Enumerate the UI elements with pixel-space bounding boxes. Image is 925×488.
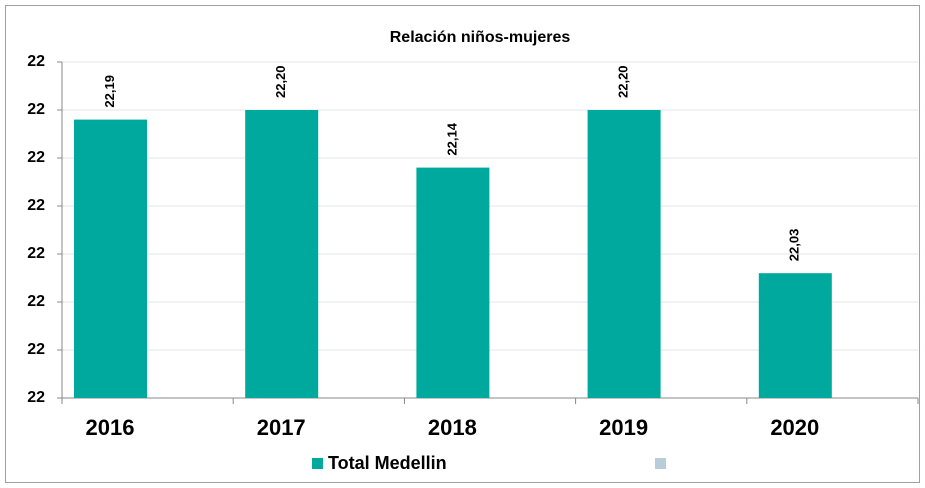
x-tick-label: 2016 [86,415,135,440]
data-label: 22,19 [102,75,117,108]
legend-swatch [655,458,666,469]
y-tick-label: 22 [27,53,45,70]
bar [74,119,147,398]
data-label: 22,14 [444,122,459,155]
legend-swatch [312,458,323,469]
y-tick-label: 22 [27,341,45,358]
x-tick-label: 2019 [599,415,648,440]
bar [587,110,661,398]
y-tick-label: 22 [27,293,45,310]
bar [758,273,832,398]
y-tick-label: 22 [27,245,45,262]
bar [245,110,319,398]
x-tick-label: 2018 [428,415,477,440]
data-label: 22,03 [787,229,802,262]
y-tick-label: 22 [27,389,45,406]
y-tick-label: 22 [27,197,45,214]
y-tick-label: 22 [27,149,45,166]
y-tick-label: 22 [27,101,45,118]
legend-label: Total Medellin [328,453,447,473]
x-tick-label: 2020 [770,415,819,440]
x-tick-label: 2017 [257,415,306,440]
chart-title: Relación niños-mujeres [390,29,571,46]
data-label: 22,20 [616,65,631,98]
data-label: 22,20 [273,65,288,98]
bar [416,167,490,398]
